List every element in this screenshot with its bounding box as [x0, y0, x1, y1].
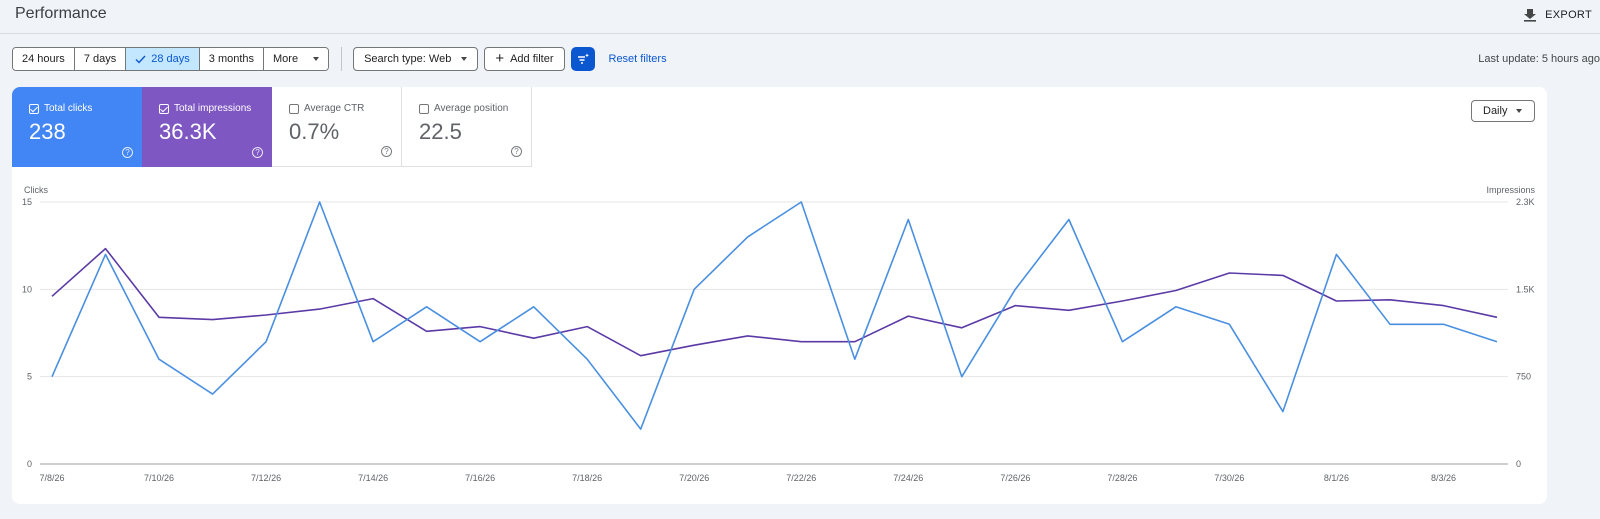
left-axis-tick-label: 15 — [22, 197, 32, 207]
check-icon — [135, 55, 146, 64]
x-axis-tick-label: 7/16/26 — [465, 473, 495, 483]
date-range-more[interactable]: More — [264, 48, 329, 70]
performance-chart: Clicks Impressions 15 10 5 0 2.3K 1.5K 750 0 7… — [22, 185, 1536, 483]
right-axis-label: Impressions — [1486, 185, 1535, 195]
x-axis-tick-label: 7/8/26 — [39, 473, 64, 483]
metric-average-ctr[interactable]: Average CTR 0.7% ? — [272, 87, 402, 167]
checkbox-unchecked-icon[interactable] — [289, 103, 299, 114]
metric-average-position[interactable]: Average position 22.5 ? — [402, 87, 532, 167]
x-axis-tick-label: 7/12/26 — [251, 473, 281, 483]
checkbox-checked-icon[interactable] — [29, 103, 39, 114]
help-icon[interactable]: ? — [381, 146, 392, 157]
help-icon[interactable]: ? — [122, 147, 133, 158]
left-axis-tick-label: 10 — [22, 284, 32, 294]
right-axis-tick-label: 0 — [1516, 459, 1521, 469]
metric-value: 0.7% — [289, 119, 340, 144]
date-range-28-days[interactable]: 28 days — [126, 48, 200, 70]
plus-icon: + — [495, 49, 505, 67]
caret-down-icon — [313, 57, 320, 61]
metric-total-clicks[interactable]: Total clicks 238 ? — [12, 87, 142, 167]
metric-value: 36.3K — [159, 119, 217, 144]
x-axis-tick-label: 7/20/26 — [679, 473, 709, 483]
filter-sparkle-icon — [577, 53, 589, 64]
x-axis-tick-label: 7/28/26 — [1107, 473, 1137, 483]
left-axis-tick-label: 0 — [27, 459, 32, 469]
last-update-text: Last update: 5 hours ago — [1478, 53, 1600, 65]
x-axis-tick-label: 7/26/26 — [1000, 473, 1030, 483]
right-axis-tick-label: 2.3K — [1516, 197, 1535, 207]
performance-card: Total clicks 238 ? Total impressions 36.… — [12, 87, 1547, 504]
right-axis-ticks: 2.3K 1.5K 750 0 — [1516, 197, 1535, 469]
date-range-selector: 24 hours 7 days 28 days 3 months More — [12, 47, 330, 71]
checkbox-unchecked-icon[interactable] — [419, 103, 429, 114]
top-bar: Performance EXPORT — [0, 0, 1600, 34]
caret-down-icon — [461, 57, 468, 61]
clicks-line — [51, 201, 1498, 430]
filter-divider — [341, 47, 343, 71]
export-button[interactable]: EXPORT — [1523, 4, 1592, 26]
x-axis-tick-label: 8/3/26 — [1431, 473, 1456, 483]
x-axis-tick-label: 7/30/26 — [1214, 473, 1244, 483]
date-range-3-months[interactable]: 3 months — [199, 48, 265, 70]
x-axis-ticks: 7/8/26 7/10/26 7/12/26 7/14/26 7/16/26 7/18/2… — [39, 473, 1456, 483]
download-icon — [1524, 9, 1537, 22]
checkbox-checked-icon[interactable] — [159, 103, 169, 114]
x-axis-tick-label: 7/22/26 — [786, 473, 816, 483]
reset-filters-link[interactable]: Reset filters — [608, 53, 667, 65]
help-icon[interactable]: ? — [511, 146, 522, 157]
search-type-dropdown[interactable]: Search type: Web — [353, 47, 479, 71]
date-range-24-hours[interactable]: 24 hours — [13, 48, 75, 70]
left-axis-label: Clicks — [24, 185, 48, 195]
impressions-series — [51, 247, 1498, 357]
x-axis-tick-label: 8/1/26 — [1324, 473, 1349, 483]
right-axis-tick-label: 750 — [1516, 372, 1531, 382]
impressions-line — [51, 247, 1498, 357]
page-title: Performance — [15, 5, 107, 22]
left-axis-tick-label: 5 — [27, 372, 32, 382]
chart-grid — [40, 201, 1508, 465]
export-label: EXPORT — [1545, 9, 1592, 21]
chart-series — [51, 201, 1498, 430]
filter-bar: 24 hours 7 days 28 days 3 months More Se… — [12, 47, 667, 71]
date-range-7-days[interactable]: 7 days — [74, 48, 127, 70]
clicks-series — [51, 201, 1498, 430]
left-axis-ticks: 15 10 5 0 — [22, 197, 32, 469]
filter-settings-button[interactable] — [570, 47, 595, 71]
x-axis-tick-label: 7/10/26 — [144, 473, 174, 483]
granularity-dropdown[interactable]: Daily — [1471, 100, 1535, 122]
x-axis-tick-label: 7/18/26 — [572, 473, 602, 483]
metric-value: 238 — [29, 119, 66, 144]
add-filter-button[interactable]: + Add filter — [484, 47, 565, 71]
x-axis-tick-label: 7/14/26 — [358, 473, 388, 483]
metric-total-impressions[interactable]: Total impressions 36.3K ? — [142, 87, 272, 167]
right-axis-tick-label: 1.5K — [1516, 284, 1535, 294]
x-axis-tick-label: 7/24/26 — [893, 473, 923, 483]
help-icon[interactable]: ? — [252, 147, 263, 158]
caret-down-icon — [1516, 109, 1523, 113]
metric-value: 22.5 — [419, 119, 462, 144]
